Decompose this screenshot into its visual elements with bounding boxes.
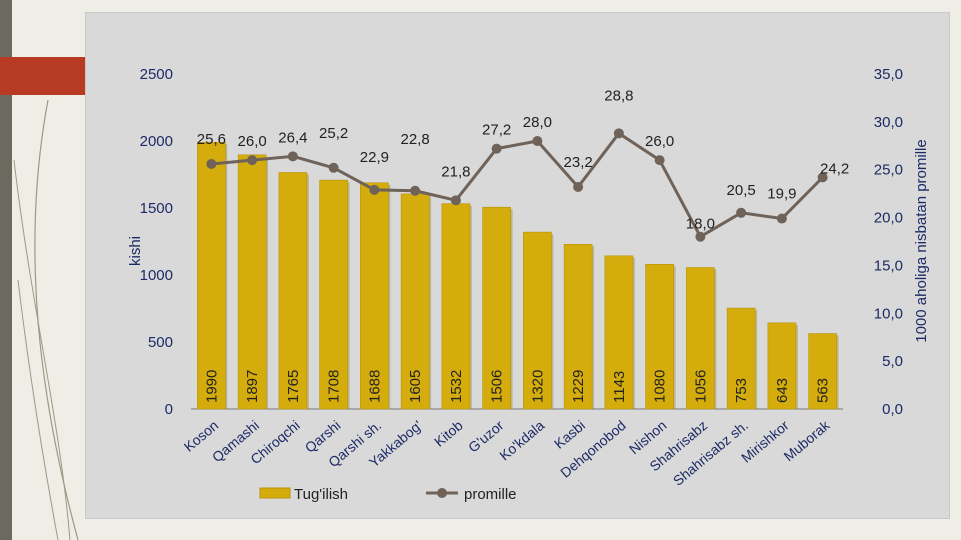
bar-value-label: 1320	[529, 370, 546, 403]
y2-tick-label: 30,0	[874, 114, 903, 131]
chart-panel: 0 500 1000 1500 2000 2500 0,0 5,0 10,0 15,0 20,0 25…	[86, 13, 949, 518]
bar	[441, 203, 471, 410]
bar	[645, 263, 674, 410]
bar	[767, 322, 797, 410]
y2-tick-label: 0,0	[882, 401, 903, 418]
y2-tick-label: 10,0	[874, 305, 903, 322]
category-label: Muborak	[781, 416, 834, 464]
bar	[686, 267, 715, 410]
y-tick-label: 1000	[140, 267, 173, 284]
line-value-label: 22,8	[401, 131, 430, 148]
bar	[604, 255, 634, 410]
line-point	[369, 184, 380, 195]
y-tick-label: 2500	[140, 66, 173, 83]
bar	[482, 206, 511, 410]
line-point	[287, 151, 298, 162]
bar-value-label: 753	[733, 378, 750, 403]
line-point	[776, 213, 787, 224]
bar	[319, 179, 348, 410]
bar-value-label: 1229	[570, 370, 587, 403]
line-value-label: 18,0	[686, 216, 715, 233]
bar	[197, 142, 226, 410]
bar	[726, 307, 756, 410]
line-value-label: 20,5	[727, 182, 756, 199]
line-value-label: 28,0	[523, 114, 552, 131]
line-value-label: 23,2	[564, 154, 593, 171]
line-value-label: 22,9	[360, 149, 389, 166]
line-point	[247, 155, 258, 166]
bar	[400, 193, 430, 410]
legend-line-label: promille	[464, 486, 517, 503]
bar	[237, 154, 267, 410]
category-label: Ko'kdala	[496, 417, 547, 464]
line-value-label: 26,4	[278, 129, 307, 146]
line-point	[532, 136, 543, 146]
line-point	[613, 128, 624, 139]
y2-axis-title: 1000 aholiga nisbatan promille	[913, 139, 930, 342]
y-axis-title: kishi	[127, 236, 144, 266]
line-value-label: 25,2	[319, 125, 348, 142]
legend-line-marker	[437, 488, 447, 498]
bar-value-label: 563	[815, 378, 832, 403]
line-point	[654, 155, 665, 166]
bar	[563, 244, 593, 410]
bar-value-label: 1897	[244, 370, 261, 403]
y2-tick-label: 35,0	[874, 66, 903, 83]
bar-value-label: 1506	[489, 370, 506, 403]
line-value-label: 19,9	[767, 186, 796, 203]
y2-tick-label: 5,0	[882, 353, 903, 370]
y2-tick-label: 15,0	[874, 257, 903, 274]
line-point	[695, 231, 706, 242]
line-value-label: 28,8	[604, 87, 633, 104]
bar	[278, 172, 308, 410]
bar-value-label: 1708	[326, 370, 343, 403]
line-point	[328, 162, 339, 173]
y-tick-label: 0	[165, 401, 173, 418]
decorative-curves	[13, 99, 79, 540]
bar-value-label: 1765	[285, 370, 302, 403]
line-point	[450, 195, 461, 206]
bar-value-label: 1605	[407, 370, 424, 403]
line-point	[736, 207, 747, 218]
bar-value-label: 1688	[366, 370, 383, 403]
combo-chart: 0 500 1000 1500 2000 2500 0,0 5,0 10,0 15,0 20,0 25…	[127, 66, 930, 503]
bar-value-label: 1080	[652, 370, 669, 403]
line-path	[211, 131, 824, 239]
line-series: 25,6 26,0 26,4 25,2 22,9 22,8 21,8 27,2 28,0 23,2…	[197, 87, 849, 242]
line-value-label: 26,0	[645, 133, 674, 150]
red-accent-tab	[0, 57, 86, 95]
line-point	[410, 185, 421, 196]
y2-tick-label: 20,0	[874, 210, 903, 227]
line-point	[817, 172, 828, 183]
category-label: Kitob	[431, 417, 466, 450]
y-tick-label: 2000	[140, 133, 173, 150]
line-value-label: 26,0	[238, 133, 267, 150]
bar-value-label: 1990	[203, 370, 220, 403]
legend: Tug'ilish promille	[259, 486, 517, 503]
bar-value-label: 1532	[448, 370, 465, 403]
line-value-label: 24,2	[820, 160, 849, 177]
bar-value-label: 643	[774, 378, 791, 403]
bar-value-label: 1143	[611, 371, 628, 403]
line-value-label: 25,6	[197, 131, 226, 148]
line-point	[206, 158, 217, 169]
y2-tick-label: 25,0	[874, 162, 903, 179]
y-tick-label: 1500	[140, 200, 173, 217]
bar-value-label: 1056	[692, 370, 709, 403]
bar	[808, 333, 837, 410]
line-value-label: 21,8	[441, 163, 470, 180]
bar	[523, 231, 552, 410]
legend-bar-label: Tug'ilish	[294, 486, 348, 503]
bar	[360, 182, 389, 410]
line-point	[491, 143, 502, 154]
bars: 1990 1897 1765 1708 1688 1605 1532 1506 1320 1229…	[197, 142, 839, 410]
y-tick-label: 500	[148, 334, 173, 351]
line-value-label: 27,2	[482, 122, 511, 139]
line-point	[573, 181, 584, 192]
legend-bar-swatch	[259, 487, 291, 499]
left-decor-stripe	[0, 0, 12, 540]
